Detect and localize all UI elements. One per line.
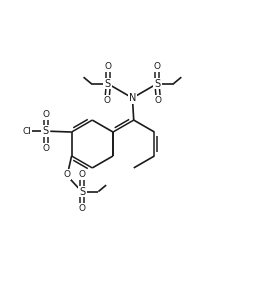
Text: S: S	[154, 79, 160, 89]
Text: S: S	[43, 126, 49, 136]
Text: O: O	[79, 204, 86, 213]
Text: O: O	[154, 96, 161, 105]
Text: O: O	[42, 144, 49, 153]
Text: S: S	[105, 79, 111, 89]
Text: O: O	[79, 170, 86, 179]
Text: O: O	[154, 62, 161, 71]
Text: O: O	[104, 62, 111, 71]
Text: O: O	[103, 96, 110, 105]
Text: Cl: Cl	[22, 127, 31, 136]
Text: N: N	[129, 93, 136, 103]
Text: O: O	[42, 110, 49, 119]
Text: S: S	[79, 187, 85, 197]
Text: O: O	[63, 170, 70, 179]
